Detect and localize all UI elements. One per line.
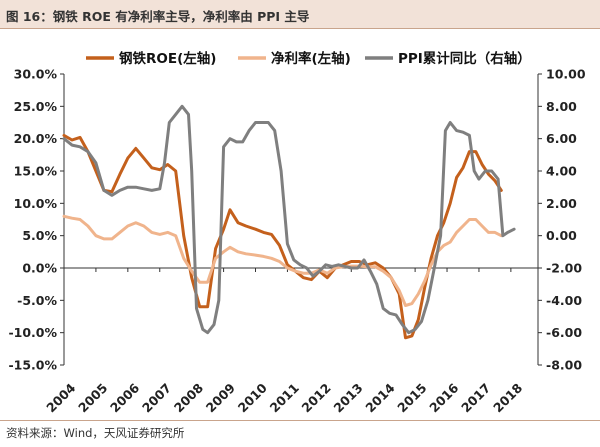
left-tick-label: -5.0% (17, 293, 57, 308)
left-tick-label: 10.0% (14, 196, 58, 211)
left-tick-label: 25.0% (14, 99, 58, 114)
right-tick-label: 8.00 (546, 99, 577, 114)
right-tick-label: -6.00 (546, 325, 582, 340)
source-rule (0, 420, 600, 421)
x-tick-label: 2018 (490, 380, 525, 415)
left-tick-label: -15.0% (8, 358, 57, 373)
right-tick-label: 6.00 (546, 131, 577, 146)
left-tick-label: 30.0% (14, 67, 58, 82)
left-tick-label: -10.0% (8, 325, 57, 340)
chart-legend: 钢铁ROE(左轴) 净利率(左轴) PPI累计同比（右轴） (86, 50, 531, 67)
x-tick-label: 2004 (43, 380, 78, 415)
source-note: 资料来源：Wind，天风证券研究所 (6, 426, 185, 440)
right-tick-label: -2.00 (546, 261, 582, 276)
title-rule (0, 28, 600, 29)
left-tick-label: 0.0% (22, 261, 57, 276)
chart-series (62, 104, 516, 340)
legend-label-3: PPI累计同比（右轴） (398, 50, 531, 67)
right-tick-label: 0.00 (546, 228, 577, 243)
series-line-2 (62, 214, 503, 307)
right-tick-label: -8.00 (546, 358, 582, 373)
x-tick-label: 2010 (235, 380, 270, 415)
left-tick-label: 5.0% (22, 228, 57, 243)
line-chart: -15.0% -10.0% -5.0% 0.0% 5.0% 10.0% 15.0% 20.0%… (8, 50, 585, 416)
x-tick-label: 2012 (299, 380, 334, 415)
x-tick-label: 2017 (458, 380, 493, 415)
x-tick-label: 2016 (426, 380, 461, 415)
x-tick-label: 2007 (139, 380, 174, 415)
right-tick-label: 4.00 (546, 164, 577, 179)
right-tick-label: 2.00 (546, 196, 577, 211)
legend-label-1: 钢铁ROE(左轴) (119, 50, 216, 67)
x-tick-label: 2013 (330, 380, 365, 415)
left-tick-label: 15.0% (14, 164, 58, 179)
x-tick-label: 2015 (394, 380, 429, 415)
x-tick-label: 2005 (75, 380, 110, 415)
right-tick-label: -4.00 (546, 293, 582, 308)
right-tick-label: 10.00 (546, 67, 586, 82)
left-tick-label: 20.0% (14, 131, 58, 146)
series-line-3 (62, 104, 516, 335)
legend-label-2: 净利率(左轴) (271, 50, 351, 67)
series-line-1 (62, 133, 503, 340)
x-tick-label: 2006 (107, 380, 142, 415)
x-tick-label: 2008 (171, 380, 206, 415)
x-tick-label: 2011 (267, 380, 302, 415)
figure-title: 图 16：钢铁 ROE 有净利率主导，净利率由 PPI 主导 (0, 0, 600, 28)
chart-axes: -15.0% -10.0% -5.0% 0.0% 5.0% 10.0% 15.0% 20.0%… (8, 67, 585, 416)
x-tick-label: 2009 (203, 380, 238, 415)
x-tick-label: 2014 (362, 380, 397, 415)
